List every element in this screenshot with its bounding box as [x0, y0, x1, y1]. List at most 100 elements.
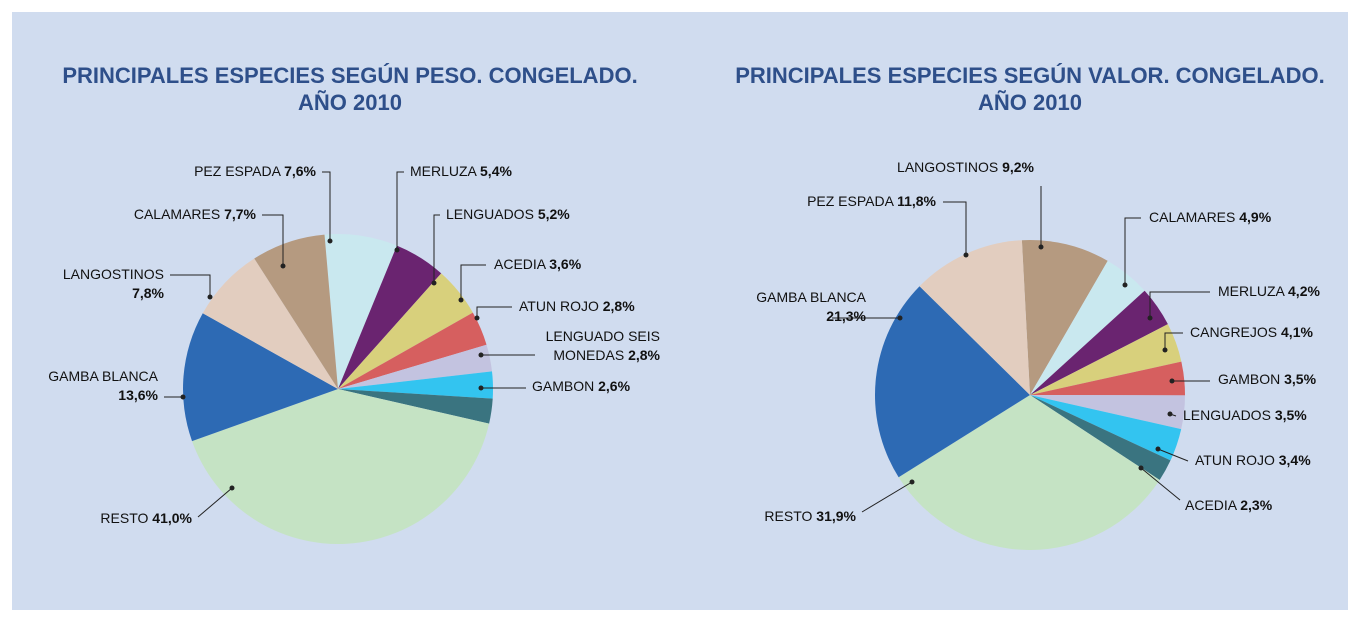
label-value: 5,4%: [480, 163, 512, 179]
slice-label: MERLUZA 5,4%: [410, 162, 512, 181]
leader-line: [1157, 448, 1189, 462]
slice-label: CANGREJOS 4,1%: [1190, 323, 1313, 342]
chart-title: PRINCIPALES ESPECIES SEGÚN PESO. CONGELA…: [62, 63, 638, 115]
leader-dot: [1169, 378, 1175, 384]
label-name: LENGUADOS: [1183, 407, 1271, 423]
slice-label: LANGOSTINOS 9,2%: [897, 158, 1034, 177]
leader-line: [262, 214, 284, 266]
label-value: 7,7%: [224, 206, 256, 222]
leader-dot: [207, 294, 213, 300]
label-name: PEZ ESPADA: [807, 193, 894, 209]
leader-line: [861, 481, 913, 513]
leader-line: [1149, 291, 1210, 318]
pie-slice: [875, 286, 1030, 478]
pie-slice: [182, 313, 338, 442]
slice-label: ACEDIA 2,3%: [1185, 496, 1272, 515]
slice-label: GAMBA BLANCA 21,3%: [756, 288, 866, 326]
label-value: 7,6%: [284, 163, 316, 179]
label-value: 2,3%: [1240, 497, 1273, 513]
label-value: 3,5%: [1284, 371, 1317, 387]
leader-dot: [963, 252, 969, 258]
slice-label: LENGUADOS 5,2%: [446, 205, 570, 224]
label-value: 2,6%: [598, 378, 631, 394]
label-value: 21,3%: [826, 308, 866, 324]
label-name: CALAMARES: [133, 206, 221, 222]
leader-line: [1140, 467, 1181, 501]
label-name: ATUN ROJO: [519, 298, 599, 314]
leader-dot: [431, 280, 437, 286]
label-name: LENGUADO SEIS MONEDAS: [545, 328, 660, 363]
slice-label: CALAMARES 4,9%: [1149, 208, 1271, 227]
label-value: 4,9%: [1239, 209, 1272, 225]
leader-line: [170, 274, 211, 297]
slice-label: PEZ ESPADA 11,8%: [807, 192, 936, 211]
label-value: 3,6%: [549, 256, 582, 272]
label-name: MERLUZA: [410, 163, 477, 179]
label-value: 2,8%: [602, 298, 635, 314]
label-value: 3,4%: [1278, 452, 1311, 468]
label-value: 5,2%: [537, 206, 570, 222]
leader-dot: [229, 485, 235, 491]
slice-label: CALAMARES 7,7%: [134, 205, 256, 224]
leader-dot: [280, 263, 286, 269]
leader-line: [1164, 332, 1183, 350]
pie-slice: [192, 389, 490, 544]
pie-slice: [898, 395, 1160, 550]
slice-label: ATUN ROJO 3,4%: [1195, 451, 1311, 470]
label-name: ATUN ROJO: [1195, 452, 1275, 468]
label-name: CALAMARES: [1149, 209, 1236, 225]
pie-slice: [919, 240, 1030, 395]
leader-dot: [1122, 282, 1128, 288]
leader-dot: [478, 352, 484, 358]
label-value: 11,8%: [897, 193, 936, 209]
slice-label: LANGOSTINOS 7,8%: [63, 265, 164, 303]
leader-line: [476, 306, 512, 318]
pie-slice: [254, 234, 338, 389]
leader-line: [322, 171, 331, 241]
label-name: CANGREJOS: [1190, 324, 1278, 340]
pie-slice: [338, 245, 442, 389]
pie-slice: [1030, 395, 1171, 480]
leader-line: [433, 214, 440, 283]
leader-dot: [478, 385, 484, 391]
label-name: LANGOSTINOS: [897, 159, 999, 175]
label-value: 3,5%: [1274, 407, 1307, 423]
leader-dot: [458, 297, 464, 303]
pie-slice: [1030, 361, 1185, 396]
label-value: 13,6%: [118, 387, 158, 403]
leader-line: [396, 171, 404, 250]
slice-label: ACEDIA 3,6%: [494, 255, 581, 274]
slice-label: LENGUADO SEIS MONEDAS 2,8%: [535, 327, 660, 365]
leader-dot: [1167, 411, 1173, 417]
slice-label: GAMBA BLANCA 13,6%: [48, 367, 158, 405]
slice-label: GAMBON 2,6%: [532, 377, 630, 396]
slice-label: LENGUADOS 3,5%: [1183, 406, 1307, 425]
leader-dot: [180, 394, 186, 400]
leader-line: [943, 201, 967, 255]
leader-dot: [1155, 446, 1161, 452]
leader-dot: [474, 315, 480, 321]
leader-dot: [327, 238, 333, 244]
leader-dot: [394, 247, 400, 253]
label-value: 41,0%: [152, 510, 192, 526]
pie-slice: [338, 389, 493, 424]
leader-line: [197, 487, 233, 518]
pie-slice: [1030, 260, 1145, 395]
leader-dot: [909, 479, 915, 485]
pie-slice: [1030, 395, 1182, 461]
pie-slice: [1030, 324, 1182, 395]
slice-label: ATUN ROJO 2,8%: [519, 297, 635, 316]
label-name: GAMBON: [1218, 371, 1281, 387]
leader-dot: [1038, 244, 1044, 250]
label-value: 31,9%: [816, 508, 856, 524]
leader-dot: [897, 315, 903, 321]
label-name: RESTO: [764, 508, 813, 524]
pie-slice: [338, 312, 487, 389]
leader-dot: [1147, 315, 1153, 321]
label-name: LANGOSTINOS: [62, 266, 164, 282]
label-name: GAMBA BLANCA: [756, 289, 866, 305]
slice-label: RESTO 31,9%: [764, 507, 856, 526]
pie-slice: [338, 371, 493, 399]
